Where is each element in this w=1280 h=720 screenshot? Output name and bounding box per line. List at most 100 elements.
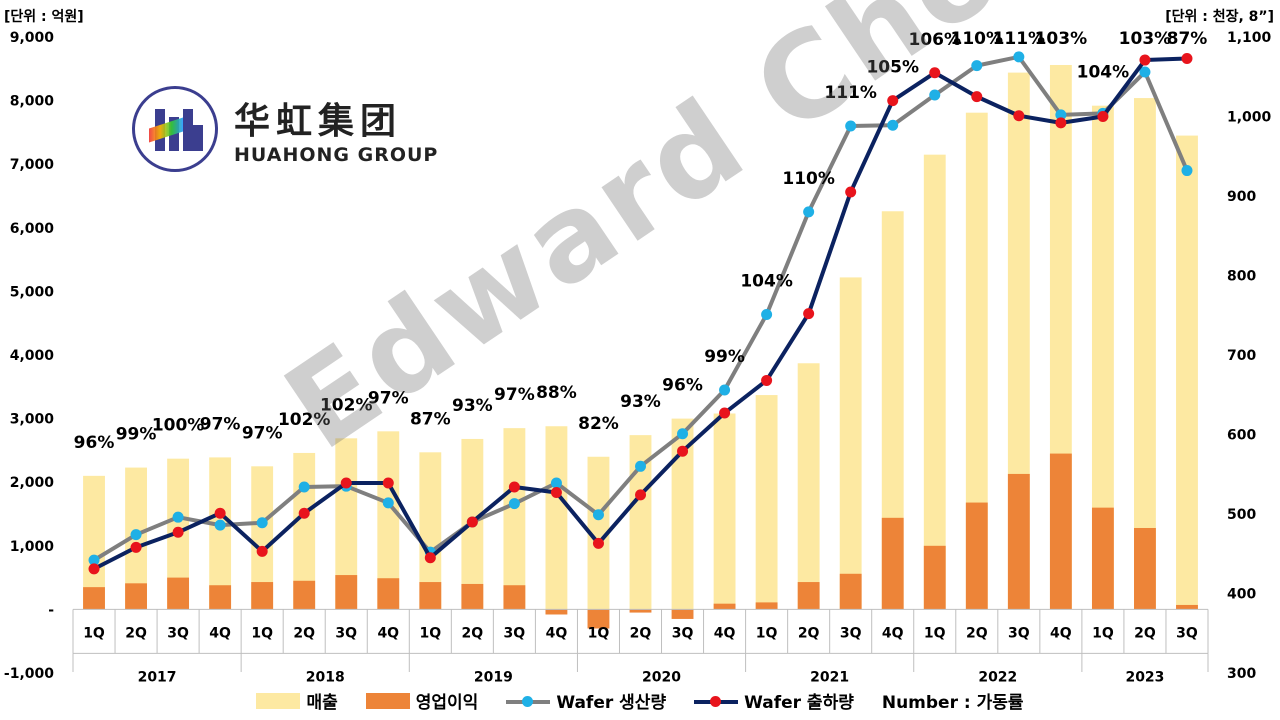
bar-op-profit <box>461 583 484 610</box>
marker-wafer-shipment <box>1055 117 1067 129</box>
legend-item-sales: 매출 <box>256 688 338 713</box>
bar-op-profit <box>545 609 568 615</box>
legend-label-wafer-prod: Wafer 생산량 <box>556 693 667 713</box>
utilization-label: 106% <box>908 30 961 50</box>
marker-wafer-shipment <box>761 374 773 386</box>
legend-item-op-profit: 영업이익 <box>365 688 478 713</box>
bar-op-profit <box>251 582 274 610</box>
bar-sales <box>545 426 568 610</box>
marker-wafer-production <box>803 206 815 218</box>
marker-wafer-shipment <box>256 545 268 557</box>
bar-op-profit <box>713 603 736 610</box>
left-axis-tick-label: 3,000 <box>10 412 55 428</box>
bar-sales <box>251 466 274 610</box>
quarter-label: 3Q <box>1008 625 1030 641</box>
quarter-label: 1Q <box>1092 625 1114 641</box>
marker-wafer-shipment <box>172 526 184 538</box>
right-axis-unit: [단위 : 천장, 8”] <box>1165 9 1274 25</box>
utilization-label: 88% <box>536 383 577 403</box>
year-label: 2023 <box>1125 669 1164 685</box>
quarter-label: 4Q <box>209 625 231 641</box>
left-axis-tick-label: 2,000 <box>10 475 55 491</box>
quarter-label: 1Q <box>924 625 946 641</box>
marker-wafer-shipment <box>130 541 142 553</box>
quarter-label: 1Q <box>756 625 778 641</box>
quarter-label: 4Q <box>1050 625 1072 641</box>
marker-wafer-shipment <box>1097 111 1109 122</box>
left-axis-unit: [단위 : 억원] <box>4 9 84 25</box>
marker-wafer-shipment <box>298 507 310 519</box>
quarter-label: 1Q <box>419 625 441 641</box>
utilization-label: 93% <box>620 392 661 412</box>
left-axis-tick-label: 5,000 <box>10 284 55 300</box>
bar-op-profit <box>1134 527 1156 610</box>
right-axis-tick-label: 800 <box>1227 269 1256 285</box>
marker-wafer-shipment <box>1013 110 1025 122</box>
marker-wafer-shipment <box>845 186 857 198</box>
legend-label-sales: 매출 <box>306 693 338 713</box>
utilization-label: 97% <box>494 385 535 405</box>
marker-wafer-shipment <box>803 308 815 320</box>
bar-sales <box>671 418 694 610</box>
quarter-label: 2Q <box>293 625 315 641</box>
bar-sales <box>923 154 946 610</box>
utilization-label: 110% <box>782 169 835 189</box>
legend-item-wafer-prod: Wafer 생산량 <box>506 688 666 713</box>
marker-wafer-production <box>887 119 899 131</box>
utilization-label: 96% <box>662 376 703 396</box>
quarter-label: 2Q <box>630 625 652 641</box>
marker-wafer-shipment <box>677 445 689 457</box>
bar-op-profit <box>965 502 988 610</box>
utilization-label: 99% <box>704 347 745 367</box>
marker-wafer-shipment <box>592 537 604 549</box>
quarter-label: 4Q <box>714 625 736 641</box>
bar-sales <box>797 363 820 610</box>
bar-sales <box>755 395 778 610</box>
marker-wafer-production <box>971 60 983 72</box>
right-axis-tick-label: 300 <box>1227 666 1256 682</box>
utilization-label: 96% <box>74 433 115 453</box>
utilization-label: 105% <box>866 58 919 78</box>
utilization-label: 111% <box>993 29 1046 49</box>
marker-wafer-production <box>172 511 184 523</box>
marker-wafer-shipment <box>382 477 394 489</box>
right-axis-tick-label: 1,100 <box>1227 30 1272 46</box>
marker-wafer-production <box>1139 66 1151 78</box>
bar-sales <box>419 452 442 610</box>
bar-op-profit <box>503 585 526 610</box>
chart-legend: 매출 영업이익 Wafer 생산량 Wafer 출하량 Number : 가동률 <box>0 688 1280 713</box>
quarter-label: 2Q <box>966 625 988 641</box>
marker-wafer-production <box>929 89 941 101</box>
marker-wafer-production <box>845 120 857 132</box>
bar-sales <box>965 112 988 610</box>
marker-wafer-shipment <box>88 563 100 575</box>
marker-wafer-shipment <box>1181 52 1193 64</box>
bar-op-profit <box>797 582 820 610</box>
bar-op-profit <box>1049 453 1072 610</box>
left-axis-tick-label: 4,000 <box>10 348 55 364</box>
legend-swatch-sales <box>256 692 301 709</box>
bar-op-profit <box>755 602 778 610</box>
legend-label-wafer-ship: Wafer 출하량 <box>744 693 854 713</box>
marker-wafer-shipment <box>719 407 731 419</box>
right-axis-tick-label: 1,000 <box>1227 110 1272 126</box>
bar-op-profit <box>167 577 190 610</box>
marker-wafer-production <box>761 308 773 320</box>
utilization-label: 100% <box>152 416 205 436</box>
utilization-label: 87% <box>1167 29 1208 49</box>
marker-wafer-shipment <box>340 477 352 489</box>
bar-op-profit <box>587 609 610 629</box>
quarter-label: 2Q <box>798 625 820 641</box>
marker-wafer-production <box>550 477 562 489</box>
bar-sales <box>881 211 904 610</box>
utilization-label: 82% <box>578 414 619 434</box>
quarter-label: 3Q <box>167 625 189 641</box>
marker-wafer-production <box>382 497 394 509</box>
quarter-label: 3Q <box>504 625 526 641</box>
bar-sales <box>629 435 652 610</box>
right-axis-tick-label: 600 <box>1227 428 1256 444</box>
utilization-label: 97% <box>368 388 409 408</box>
left-axis-tick-label: - <box>48 602 54 618</box>
bar-sales <box>83 475 105 610</box>
